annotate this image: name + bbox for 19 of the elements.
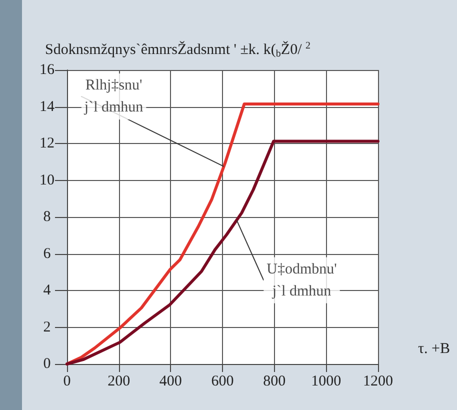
y-tick-label: 14 [40, 98, 55, 115]
annotation: Rlhj‡snu' j`l dmhun [83, 77, 144, 116]
y-tick-label: 12 [40, 136, 54, 152]
x-tick-label: 1000 [311, 374, 342, 390]
y-tick-label: 8 [43, 209, 51, 225]
x-tick-label: 400 [159, 374, 182, 390]
y-tick-label: 6 [43, 246, 52, 262]
x-axis-title: τ. +B [418, 341, 450, 357]
y-tick-label: 0 [43, 356, 51, 372]
x-tick-label: 200 [108, 374, 130, 390]
y-tick-label: 4 [43, 282, 52, 298]
x-tick-label: 1200 [363, 374, 393, 390]
x-tick-label: 0 [63, 374, 71, 390]
y-tick-label: 10 [40, 172, 54, 188]
x-tick-label: 600 [211, 374, 234, 390]
y-tick-label: 16 [40, 62, 55, 78]
x-tick-label: 800 [263, 374, 286, 390]
y-tick-label: 2 [43, 319, 51, 336]
annotation: U‡odmbnu' j`l dmhun [266, 261, 338, 300]
